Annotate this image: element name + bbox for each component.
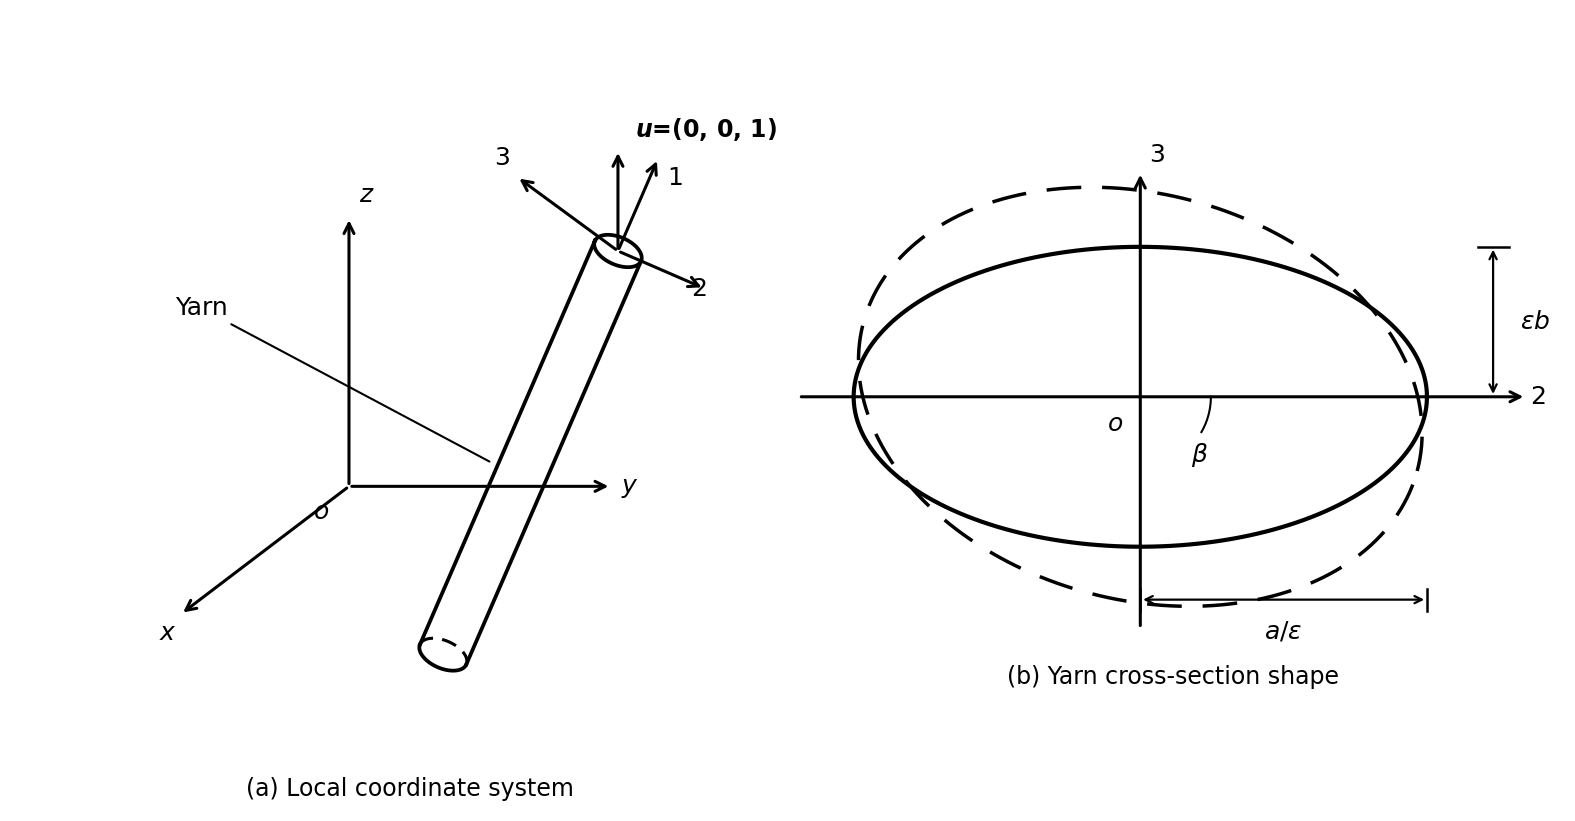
- Text: o: o: [1107, 412, 1123, 436]
- Text: 2: 2: [1531, 385, 1547, 409]
- Text: 3: 3: [1150, 144, 1166, 167]
- Text: 3: 3: [495, 146, 510, 170]
- Text: x: x: [159, 621, 175, 644]
- Text: $\beta$: $\beta$: [1191, 441, 1208, 469]
- Text: o: o: [313, 500, 329, 524]
- Text: 1: 1: [668, 166, 684, 190]
- Text: (a) Local coordinate system: (a) Local coordinate system: [246, 777, 573, 800]
- Text: Yarn: Yarn: [175, 296, 490, 461]
- Text: $\varepsilon b$: $\varepsilon b$: [1520, 310, 1550, 334]
- Text: (b) Yarn cross-section shape: (b) Yarn cross-section shape: [1008, 665, 1339, 690]
- Text: $\boldsymbol{u}$=(0, 0, 1): $\boldsymbol{u}$=(0, 0, 1): [635, 117, 776, 144]
- Text: 2: 2: [691, 277, 707, 301]
- Text: $a/\varepsilon$: $a/\varepsilon$: [1265, 620, 1303, 644]
- Text: y: y: [621, 475, 636, 498]
- Text: z: z: [359, 183, 372, 207]
